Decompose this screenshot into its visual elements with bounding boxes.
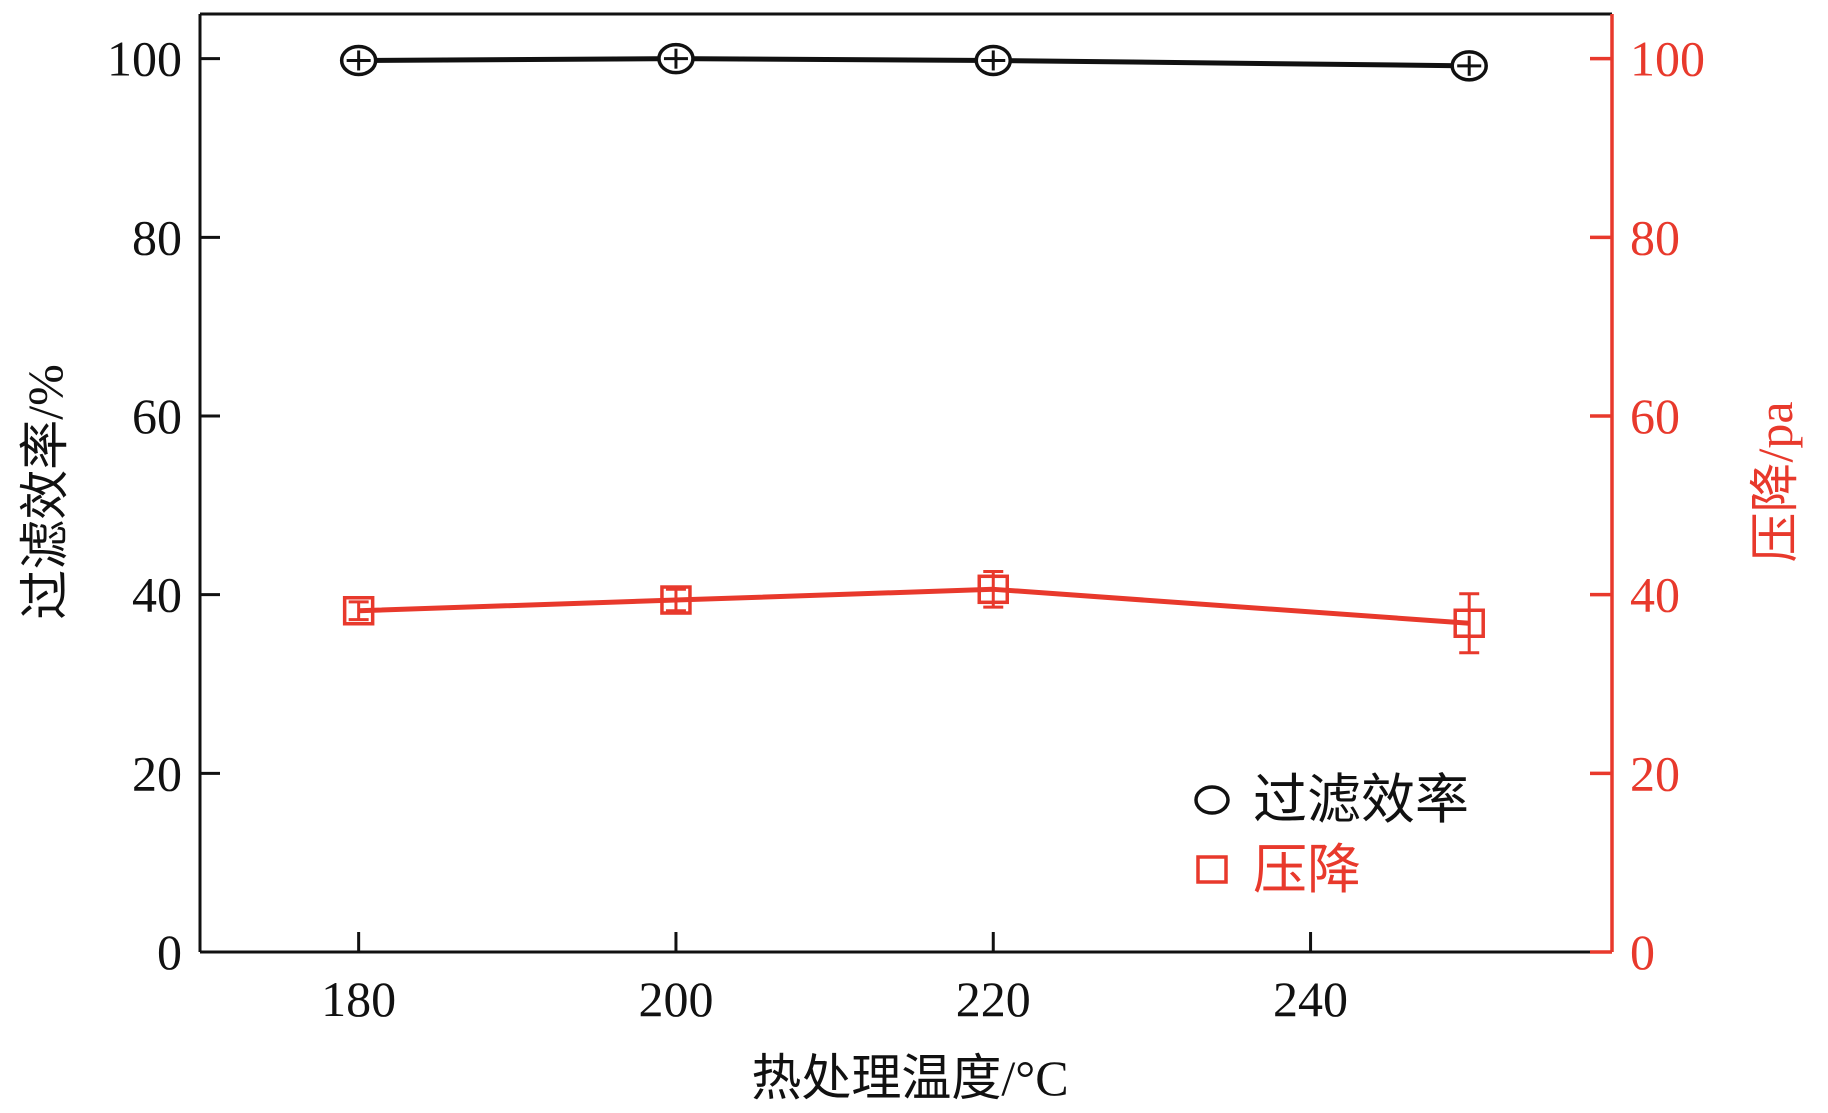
y-right-tick-label: 100 bbox=[1630, 31, 1705, 87]
y-left-tick-label: 60 bbox=[132, 388, 182, 444]
y-axis-left-title: 过滤效率/% bbox=[17, 364, 73, 620]
y-left-tick-label: 40 bbox=[132, 567, 182, 623]
series-line-pressure bbox=[358, 586, 1470, 626]
y-left-tick-label: 0 bbox=[157, 924, 182, 980]
y-left-tick-label: 20 bbox=[132, 745, 182, 801]
data-point-pressure bbox=[660, 585, 692, 615]
y-right-tick-label: 60 bbox=[1630, 388, 1680, 444]
y-axis-left: 0 20 40 60 80 100 bbox=[107, 31, 220, 980]
data-point-pressure bbox=[977, 574, 1010, 605]
legend-label-pressure: 压降 bbox=[1253, 840, 1361, 900]
x-axis-title: 热处理温度/°C bbox=[751, 1050, 1068, 1106]
y-left-tick-label: 80 bbox=[132, 209, 182, 265]
legend-square-marker-icon bbox=[1196, 855, 1228, 884]
x-axis: 180 200 220 240 bbox=[321, 932, 1348, 1027]
y-axis-right: 0 20 40 60 80 100 bbox=[1590, 31, 1705, 980]
series-line-efficiency bbox=[358, 56, 1470, 69]
y-left-tick-label: 100 bbox=[107, 31, 182, 87]
series-layer bbox=[339, 42, 1488, 655]
data-point-pressure bbox=[342, 595, 375, 626]
x-tick-label: 200 bbox=[638, 971, 713, 1027]
x-tick-label: 220 bbox=[956, 971, 1031, 1027]
plot-frame bbox=[198, 12, 1614, 954]
legend-label-efficiency: 过滤效率 bbox=[1253, 770, 1469, 830]
y-right-tick-label: 20 bbox=[1630, 745, 1680, 801]
data-point-pressure bbox=[1453, 608, 1485, 639]
y-right-tick-label: 80 bbox=[1630, 209, 1680, 265]
legend: 过滤效率 压降 bbox=[1194, 770, 1469, 900]
x-tick-label: 240 bbox=[1273, 971, 1348, 1027]
legend-circle-marker-icon bbox=[1194, 785, 1230, 815]
x-tick-label: 180 bbox=[321, 971, 396, 1027]
y-right-tick-label: 40 bbox=[1630, 567, 1680, 623]
y-axis-right-title: 压降/pa bbox=[1747, 401, 1803, 562]
y-right-tick-label: 0 bbox=[1630, 924, 1655, 980]
